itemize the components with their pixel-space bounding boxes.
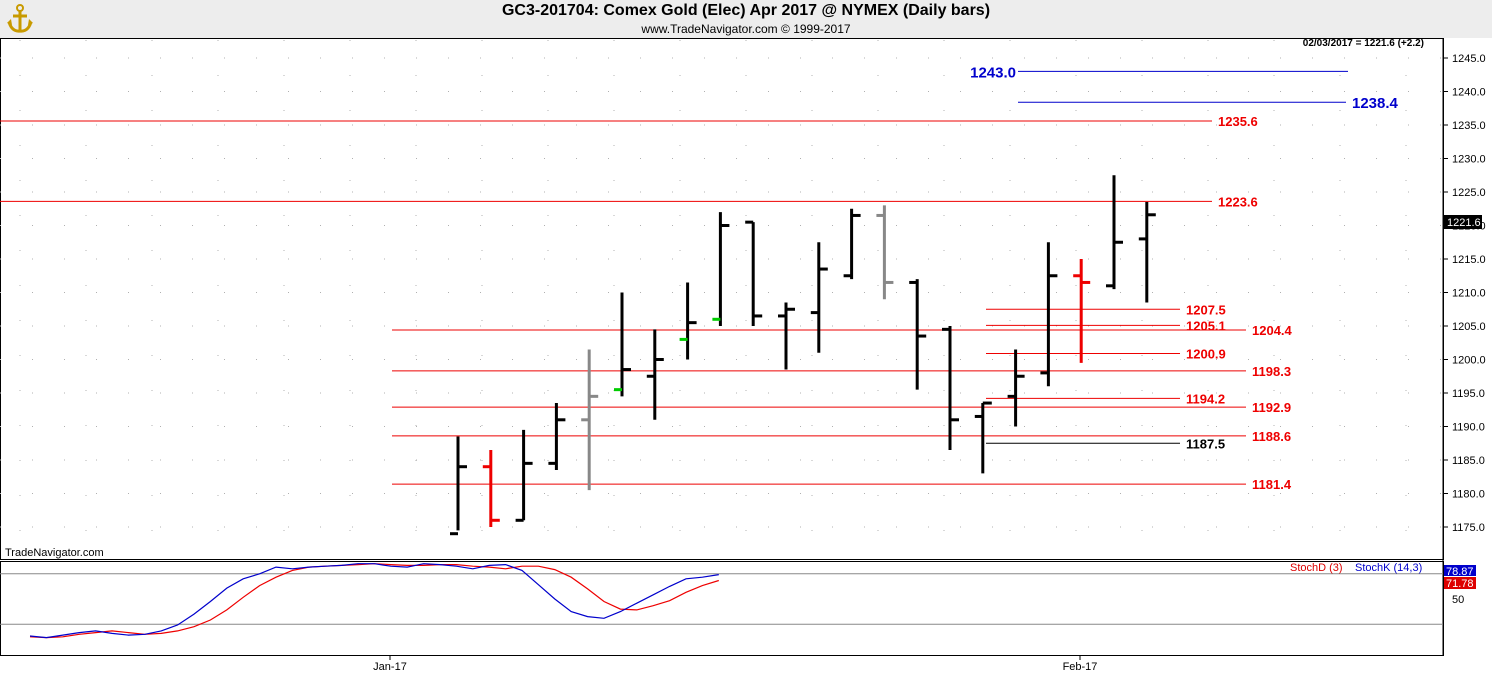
ohlc-bar <box>646 329 664 420</box>
anchor-logo-icon <box>7 4 33 33</box>
chart-header: GC3-201704: Comex Gold (Elec) Apr 2017 @… <box>0 0 1492 38</box>
stoch-panel-frame <box>0 561 1444 656</box>
stoch-value-boxes: 78.87 71.78 <box>1444 565 1476 590</box>
ohlc-bar <box>810 242 828 353</box>
y-tick-label: 1225.0 <box>1452 187 1486 199</box>
chart-title: GC3-201704: Comex Gold (Elec) Apr 2017 @… <box>501 2 991 19</box>
ohlc-bar <box>942 326 959 450</box>
y-tick-label: 1210.0 <box>1452 288 1486 300</box>
ohlc-bar <box>712 212 730 326</box>
y-tick-label: 1200.0 <box>1452 355 1486 367</box>
watermark-text: TradeNavigator.com <box>5 547 104 559</box>
y-tick-label: 1230.0 <box>1452 154 1486 166</box>
y-tick-label: 1185.0 <box>1452 455 1485 467</box>
last-price-label: 1221.6 <box>1447 217 1481 229</box>
ohlc-bar <box>974 401 992 474</box>
ohlc-bar <box>679 282 697 360</box>
y-tick-label: 1190.0 <box>1452 422 1485 434</box>
level-label: 1198.3 <box>1252 364 1291 379</box>
level-label: 1204.4 <box>1252 323 1293 338</box>
ohlc-bar <box>450 436 467 536</box>
level-label: 1235.6 <box>1218 114 1258 129</box>
stochastic-panel: 50 <box>0 563 1464 639</box>
y-tick-label: 1215.0 <box>1452 254 1486 266</box>
ohlc-bar <box>876 205 894 300</box>
ohlc-bar <box>843 208 861 280</box>
stoch-d-value: 71.78 <box>1446 578 1474 590</box>
y-tick-label: 1195.0 <box>1452 388 1485 400</box>
ohlc-bar <box>1106 175 1123 290</box>
level-label: 1181.4 <box>1252 477 1292 492</box>
ohlc-bar <box>778 302 795 370</box>
time-axis: Jan-17 Feb-17 <box>373 655 1097 673</box>
y-tick-label: 1175.0 <box>1452 522 1485 534</box>
level-label: 1187.5 <box>1186 436 1225 451</box>
ohlc-bar <box>745 220 763 326</box>
stoch-d-legend: StochD (3) <box>1290 562 1343 574</box>
ohlc-bar <box>1073 259 1091 363</box>
price-axis: 1175.0 1180.0 1185.0 1190.0 1195.0 1200.0 1205… <box>1442 38 1486 656</box>
ohlc-bar <box>909 279 927 390</box>
stoch-k-legend: StochK (14,3) <box>1355 562 1422 574</box>
last-price-box: 1221.6 <box>1444 215 1482 229</box>
level-label: 1188.6 <box>1252 429 1291 444</box>
stoch-k-value: 78.87 <box>1446 566 1474 578</box>
price-panel-frame <box>0 38 1444 560</box>
level-label: 1192.9 <box>1252 400 1291 415</box>
level-label: 1223.6 <box>1218 194 1258 209</box>
ohlc-bar <box>581 349 599 491</box>
level-label: 1243.0 <box>970 64 1016 81</box>
ohlc-bar <box>482 449 500 527</box>
stoch-tick-label: 50 <box>1452 594 1464 606</box>
ohlc-bar <box>614 292 631 397</box>
ohlc-bar <box>515 429 533 522</box>
price-bars <box>450 175 1156 536</box>
y-tick-label: 1180.0 <box>1452 489 1485 501</box>
level-label: 1200.9 <box>1186 346 1226 361</box>
price-readout: 02/03/2017 = 1221.6 (+2.2) <box>1303 38 1424 49</box>
level-label: 1194.2 <box>1186 391 1225 406</box>
y-tick-label: 1240.0 <box>1452 87 1486 99</box>
level-label: 1238.4 <box>1352 95 1399 112</box>
x-tick-label: Jan-17 <box>373 661 407 673</box>
ohlc-bar <box>548 403 566 471</box>
ohlc-bar <box>1007 349 1025 427</box>
y-tick-label: 1205.0 <box>1452 321 1486 333</box>
level-label: 1205.1 <box>1186 318 1226 333</box>
copyright-text: www.TradeNavigator.com © 1999-2017 <box>641 22 851 36</box>
ohlc-bar <box>1138 202 1156 303</box>
x-tick-label: Feb-17 <box>1063 661 1098 673</box>
stoch-legend: StochD (3) StochK (14,3) <box>1290 562 1422 574</box>
level-label: 1207.5 <box>1186 302 1226 317</box>
stoch-series-line <box>29 563 719 639</box>
ohlc-bar <box>1040 242 1058 387</box>
y-tick-label: 1235.0 <box>1452 120 1486 132</box>
y-tick-label: 1245.0 <box>1452 53 1486 65</box>
